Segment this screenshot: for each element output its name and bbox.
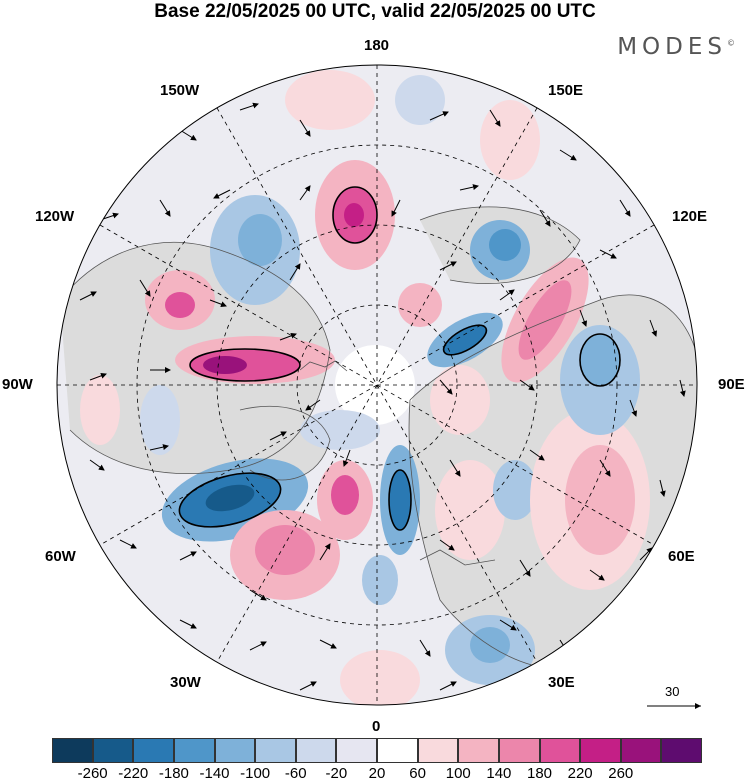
lon-label-120w: 120W bbox=[35, 208, 75, 225]
colorbar-tick-label: 180 bbox=[526, 765, 553, 782]
graticule bbox=[57, 65, 697, 705]
lon-label-60e: 60E bbox=[668, 548, 695, 565]
colorbar-cell bbox=[661, 738, 702, 763]
colorbar-tick-label: -60 bbox=[284, 765, 307, 782]
reference-vector: 30 bbox=[645, 684, 705, 714]
colorbar-cell bbox=[417, 738, 459, 763]
colorbar-tick-label: -100 bbox=[240, 765, 271, 782]
colorbar-cell bbox=[336, 738, 377, 763]
colorbar-tick-label: 60 bbox=[409, 765, 426, 782]
colorbar-tick-label: 100 bbox=[445, 765, 471, 782]
colorbar-tick-label: -260 bbox=[77, 765, 108, 782]
colorbar bbox=[52, 738, 702, 763]
colorbar-cell bbox=[458, 738, 499, 763]
colorbar-cell bbox=[173, 738, 215, 763]
colorbar-cell bbox=[539, 738, 581, 763]
colorbar-cell bbox=[214, 738, 256, 763]
colorbar-cell bbox=[498, 738, 540, 763]
colorbar-tick-label: -220 bbox=[118, 765, 149, 782]
reference-vector-label: 30 bbox=[665, 684, 680, 699]
lon-label-30e: 30E bbox=[548, 674, 575, 691]
colorbar-cell bbox=[52, 738, 93, 763]
modes-logo: MODES© bbox=[617, 34, 735, 60]
colorbar-labels: -260 -220 -180 -140 -100 -60 -20 20 60 100 140 180 2… bbox=[52, 765, 702, 783]
lon-label-30w: 30W bbox=[170, 674, 201, 691]
lon-label-180: 180 bbox=[364, 37, 390, 54]
map-disc bbox=[57, 65, 697, 705]
colorbar-tick-label: -20 bbox=[325, 765, 348, 782]
lon-label-90w: 90W bbox=[2, 376, 33, 393]
colorbar-cell bbox=[295, 738, 337, 763]
colorbar-tick-label: -180 bbox=[158, 765, 189, 782]
logo-text: MODES bbox=[617, 34, 727, 60]
lon-label-60w: 60W bbox=[45, 548, 76, 565]
lon-label-150w: 150W bbox=[160, 82, 200, 99]
colorbar-cell bbox=[255, 738, 296, 763]
colorbar-tick-label: -140 bbox=[199, 765, 230, 782]
colorbar-tick-label: 140 bbox=[486, 765, 512, 782]
logo-mark: © bbox=[727, 38, 735, 48]
colorbar-tick-label: 20 bbox=[368, 765, 386, 782]
colorbar-cell bbox=[92, 738, 134, 763]
colorbar-cell bbox=[580, 738, 621, 763]
lon-label-150e: 150E bbox=[548, 82, 584, 99]
reference-arrow-icon bbox=[647, 703, 701, 709]
wind-vectors bbox=[79, 102, 686, 691]
colorbar-cell bbox=[133, 738, 174, 763]
lon-label-0: 0 bbox=[372, 718, 381, 735]
lon-label-120e: 120E bbox=[672, 208, 708, 225]
colorbar-tick-label: 260 bbox=[608, 765, 634, 782]
lon-label-90e: 90E bbox=[718, 376, 745, 393]
colorbar-cell bbox=[377, 738, 418, 763]
colorbar-tick-label: 220 bbox=[567, 765, 593, 782]
colorbar-cell bbox=[620, 738, 662, 763]
map-border bbox=[56, 64, 698, 706]
map-title: Base 22/05/2025 00 UTC, valid 22/05/2025… bbox=[154, 1, 596, 22]
contour-lines bbox=[178, 186, 621, 531]
